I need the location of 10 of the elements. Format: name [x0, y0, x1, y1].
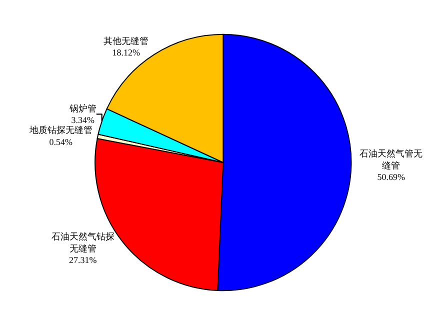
slice-label: 石油天然气钻探无缝管	[51, 232, 114, 254]
slice-label: 地质钻探无缝管	[28, 125, 92, 136]
slice-label: 其他无缝管	[104, 36, 149, 46]
data-label: 50.69%	[377, 172, 406, 182]
data-label: 27.31%	[68, 255, 98, 266]
data-label: 3.34%	[71, 115, 96, 126]
slice-label: 石油天然气管无缝管	[360, 148, 423, 170]
data-label: 0.54%	[49, 136, 73, 147]
slice-label: 锅炉管	[68, 103, 96, 114]
data-label: 18.12%	[112, 48, 141, 58]
